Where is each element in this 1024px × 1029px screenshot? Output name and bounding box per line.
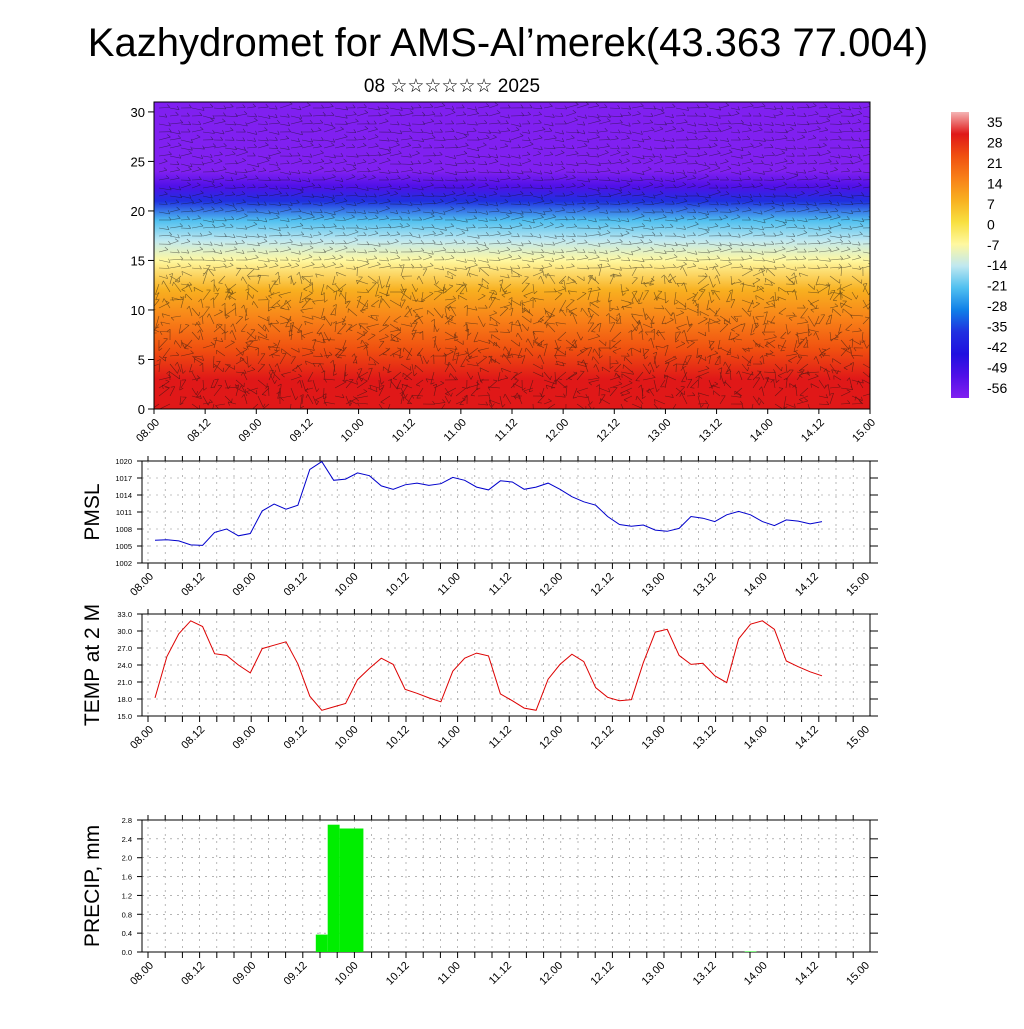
wind-barb-flag — [812, 412, 814, 415]
wind-barb-flag — [148, 327, 149, 331]
wind-barb-flag — [871, 250, 873, 254]
wind-barb-flag — [874, 170, 876, 174]
wind-barb-flag — [259, 412, 263, 413]
chart-subtitle: 08 ☆☆☆☆☆☆ 2025 — [364, 76, 540, 97]
x-tick-label: 08.12 — [185, 417, 213, 445]
wind-barb-flag — [249, 412, 253, 413]
x-tick-label: 08.00 — [134, 417, 162, 445]
x-tick-label: 09.00 — [236, 417, 264, 445]
y-tick-label: 15 — [131, 253, 145, 268]
wind-barb-flag — [871, 390, 874, 392]
wind-barb-flag — [625, 410, 627, 414]
wind-barb-flag — [872, 183, 875, 186]
wind-barb-flag — [871, 258, 873, 262]
wind-barb-flag — [387, 411, 391, 412]
wind-barb-flag — [706, 411, 710, 412]
wind-barb-flag — [872, 240, 875, 243]
wind-barb-flag — [871, 127, 874, 130]
wind-barb-flag — [872, 225, 874, 228]
y-tick-label: 5 — [138, 352, 145, 367]
wind-barb-flag — [871, 193, 873, 196]
x-tick-label: 09.12 — [288, 417, 316, 445]
y-tick-label: 25 — [131, 154, 145, 169]
wind-barb-flag — [544, 411, 548, 412]
wind-barb-flag — [872, 160, 875, 163]
wind-barb-flag — [290, 411, 294, 413]
wind-barb-flag — [751, 411, 755, 413]
chart-title: Kazhydromet for AMS-Al’merek(43.363 77.0… — [88, 21, 928, 65]
wind-barb-flag — [871, 201, 874, 204]
wind-barb-flag — [386, 410, 387, 414]
y-tick-label: 0 — [138, 402, 145, 417]
wind-barb-flag — [870, 120, 873, 123]
wind-barb-flag — [745, 411, 748, 414]
wind-barb-flag — [871, 136, 874, 139]
y-tick-label: 30 — [131, 105, 145, 120]
wind-barb-flag — [534, 412, 537, 415]
y-tick-label: 10 — [131, 303, 145, 318]
y-tick-label: 20 — [131, 204, 145, 219]
wind-barb-flag — [211, 415, 215, 416]
wind-barb-flag — [566, 413, 569, 415]
wind-barb-flag — [873, 233, 875, 236]
